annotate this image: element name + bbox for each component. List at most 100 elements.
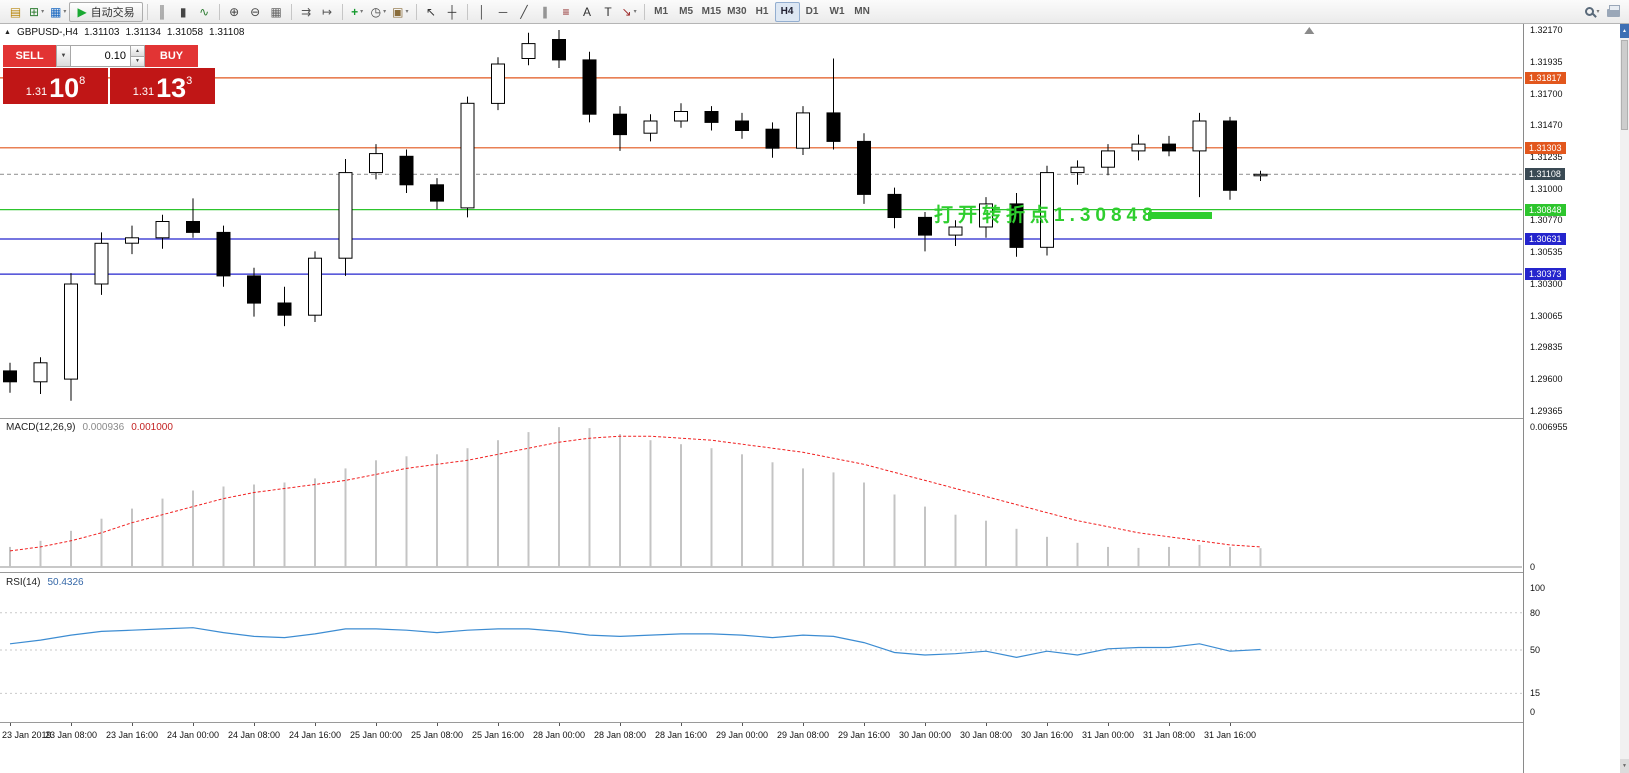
price-tick: 1.30535 — [1530, 247, 1563, 257]
timeframe-m5[interactable]: M5 — [679, 6, 694, 17]
bar-chart-icon[interactable]: ║ — [152, 2, 173, 22]
price-tick: 1.32170 — [1530, 25, 1563, 35]
printer-glyph — [1607, 5, 1620, 17]
toolbar-separator — [218, 3, 220, 20]
candles[interactable] — [3, 30, 1268, 401]
time-axis[interactable]: 23 Jan 2019 23 Jan 08:00 23 Jan 16:00 24 Ja… — [0, 723, 1522, 747]
turning-point-annotation[interactable]: 打开转折点1.30848 — [934, 203, 1158, 226]
tile-windows-icon[interactable]: ▦ — [266, 2, 287, 22]
time-label: 23 Jan 2019 — [2, 730, 52, 740]
timeframe-m15[interactable]: M15 — [701, 6, 722, 17]
indicators-icon[interactable]: + ▾ — [347, 2, 368, 22]
sell-price-sup: 8 — [79, 75, 86, 87]
text-icon[interactable]: A — [577, 2, 598, 22]
timeframe-mn[interactable]: MN — [854, 6, 870, 17]
crosshair-icon[interactable]: ┼ — [442, 2, 463, 22]
timeframe-m1[interactable]: M1 — [654, 6, 669, 17]
sell-price-box[interactable]: 1.31 10 8 — [3, 68, 108, 104]
price-chart[interactable]: 打开转折点1.30848 — [0, 24, 1522, 418]
zoom-in-icon[interactable]: ⊕ — [224, 2, 245, 22]
buy-price-big: 13 — [156, 73, 187, 103]
horizontal-line-icon[interactable]: ─ — [493, 2, 514, 22]
time-label: 25 Jan 16:00 — [471, 730, 525, 740]
time-tick — [71, 723, 72, 726]
chevron-down-icon: ▾ — [41, 9, 45, 15]
turning-point-bar[interactable] — [1148, 212, 1212, 219]
oneclick-collapse-icon[interactable]: ▲ — [4, 29, 11, 36]
search-icon[interactable]: ▾ — [1582, 2, 1603, 22]
scroll-down-button[interactable]: ▼ — [1620, 759, 1629, 773]
macd-name: MACD(12,26,9) — [6, 422, 76, 433]
volume-dropdown-icon[interactable]: ▼ — [56, 45, 71, 67]
low-value: 1.31058 — [166, 27, 204, 38]
auto-scroll-icon[interactable]: ⇉ — [296, 2, 317, 22]
label-icon[interactable]: T — [598, 2, 619, 22]
rsi-label: RSI(14) 50.4326 — [6, 577, 84, 588]
macd-label: MACD(12,26,9) 0.000936 0.001000 — [6, 422, 173, 433]
time-label: 24 Jan 08:00 — [227, 730, 281, 740]
macd-chart[interactable] — [0, 419, 1522, 572]
timeframe-w1[interactable]: W1 — [829, 6, 845, 17]
volume-stepper[interactable]: ▲ ▼ — [131, 45, 145, 67]
rsi-line — [9, 627, 1261, 659]
candlestick-chart-icon[interactable]: ▮ — [173, 2, 194, 22]
time-label: 28 Jan 16:00 — [654, 730, 708, 740]
time-tick — [1108, 723, 1109, 726]
timeframe-d1[interactable]: D1 — [805, 6, 819, 17]
profiles-icon[interactable]: ▦ ▾ — [47, 2, 69, 22]
templates-icon[interactable]: ▣ ▾ — [389, 2, 411, 22]
time-tick — [315, 723, 316, 726]
buy-button[interactable]: BUY — [145, 45, 198, 67]
time-tick — [193, 723, 194, 726]
trendline-icon-glyph: ╱ — [520, 4, 528, 19]
trendline-icon[interactable]: ╱ — [514, 2, 535, 22]
vertical-line-icon[interactable]: │ — [472, 2, 493, 22]
volume-up-icon[interactable]: ▲ — [131, 46, 144, 57]
timeframe-h1[interactable]: H1 — [755, 6, 769, 17]
volume-down-icon[interactable]: ▼ — [131, 56, 144, 66]
print-icon[interactable] — [1603, 2, 1624, 22]
zoom-out-icon[interactable]: ⊖ — [245, 2, 266, 22]
sell-button[interactable]: SELL — [3, 45, 56, 67]
price-tick: 1.30065 — [1530, 311, 1563, 321]
time-label: 24 Jan 16:00 — [288, 730, 342, 740]
line-chart-icon[interactable]: ∿ — [194, 2, 215, 22]
cursor-icon[interactable]: ↖ — [421, 2, 442, 22]
chart-shift-marker[interactable] — [1304, 27, 1315, 34]
periods-icon[interactable]: ◷ ▾ — [368, 2, 390, 22]
time-label: 24 Jan 00:00 — [166, 730, 220, 740]
volume-input[interactable] — [71, 45, 131, 67]
price-scale[interactable]: 1.32170 1.31935 1.31700 1.31470 1.31235 1.310… — [1523, 24, 1619, 773]
channel-icon[interactable]: ∥ — [535, 2, 556, 22]
timeframe-h4[interactable]: H4 — [774, 1, 800, 22]
arrows-icon-glyph: ↘ — [621, 4, 632, 19]
chart-shift-icon[interactable]: ↦ — [317, 2, 338, 22]
vertical-scrollbar[interactable]: ▲ ▼ — [1620, 24, 1629, 773]
symbol-period-label: GBPUSD-,H4 — [16, 27, 79, 38]
scroll-up-button[interactable]: ▲ — [1620, 24, 1629, 38]
rsi-chart[interactable] — [0, 573, 1522, 722]
price-tick: 1.31235 — [1530, 152, 1563, 162]
price-badge-1.31303: 1.31303 — [1525, 142, 1566, 154]
autotrading-button[interactable]: ▶ 自动交易 — [69, 1, 143, 22]
scrollbar-thumb[interactable] — [1621, 40, 1628, 130]
fibonacci-icon-glyph: ≡ — [562, 4, 570, 19]
fibonacci-icon[interactable]: ≡ — [556, 2, 577, 22]
buy-price-box[interactable]: 1.31 13 3 — [110, 68, 215, 104]
chevron-down-icon: ▾ — [360, 9, 364, 15]
buy-price-prefix: 1.31 — [132, 86, 155, 98]
time-label: 25 Jan 08:00 — [410, 730, 464, 740]
arrows-icon[interactable]: ↘ ▾ — [619, 2, 640, 22]
panel-separator[interactable] — [0, 418, 1619, 419]
tile-windows-icon-glyph: ▦ — [270, 4, 282, 19]
panel-separator[interactable] — [0, 722, 1619, 723]
time-tick — [10, 723, 11, 726]
timeframe-m30[interactable]: M30 — [727, 6, 747, 17]
panel-separator[interactable] — [0, 572, 1619, 573]
chevron-down-icon: ▾ — [633, 9, 637, 15]
time-tick — [559, 723, 560, 726]
new-order-icon[interactable]: ▤ — [5, 2, 26, 22]
line-chart-icon-glyph: ∿ — [199, 4, 210, 19]
new-chart-icon[interactable]: ⊞ ▾ — [26, 2, 47, 22]
magnifier-glyph — [1585, 7, 1595, 16]
